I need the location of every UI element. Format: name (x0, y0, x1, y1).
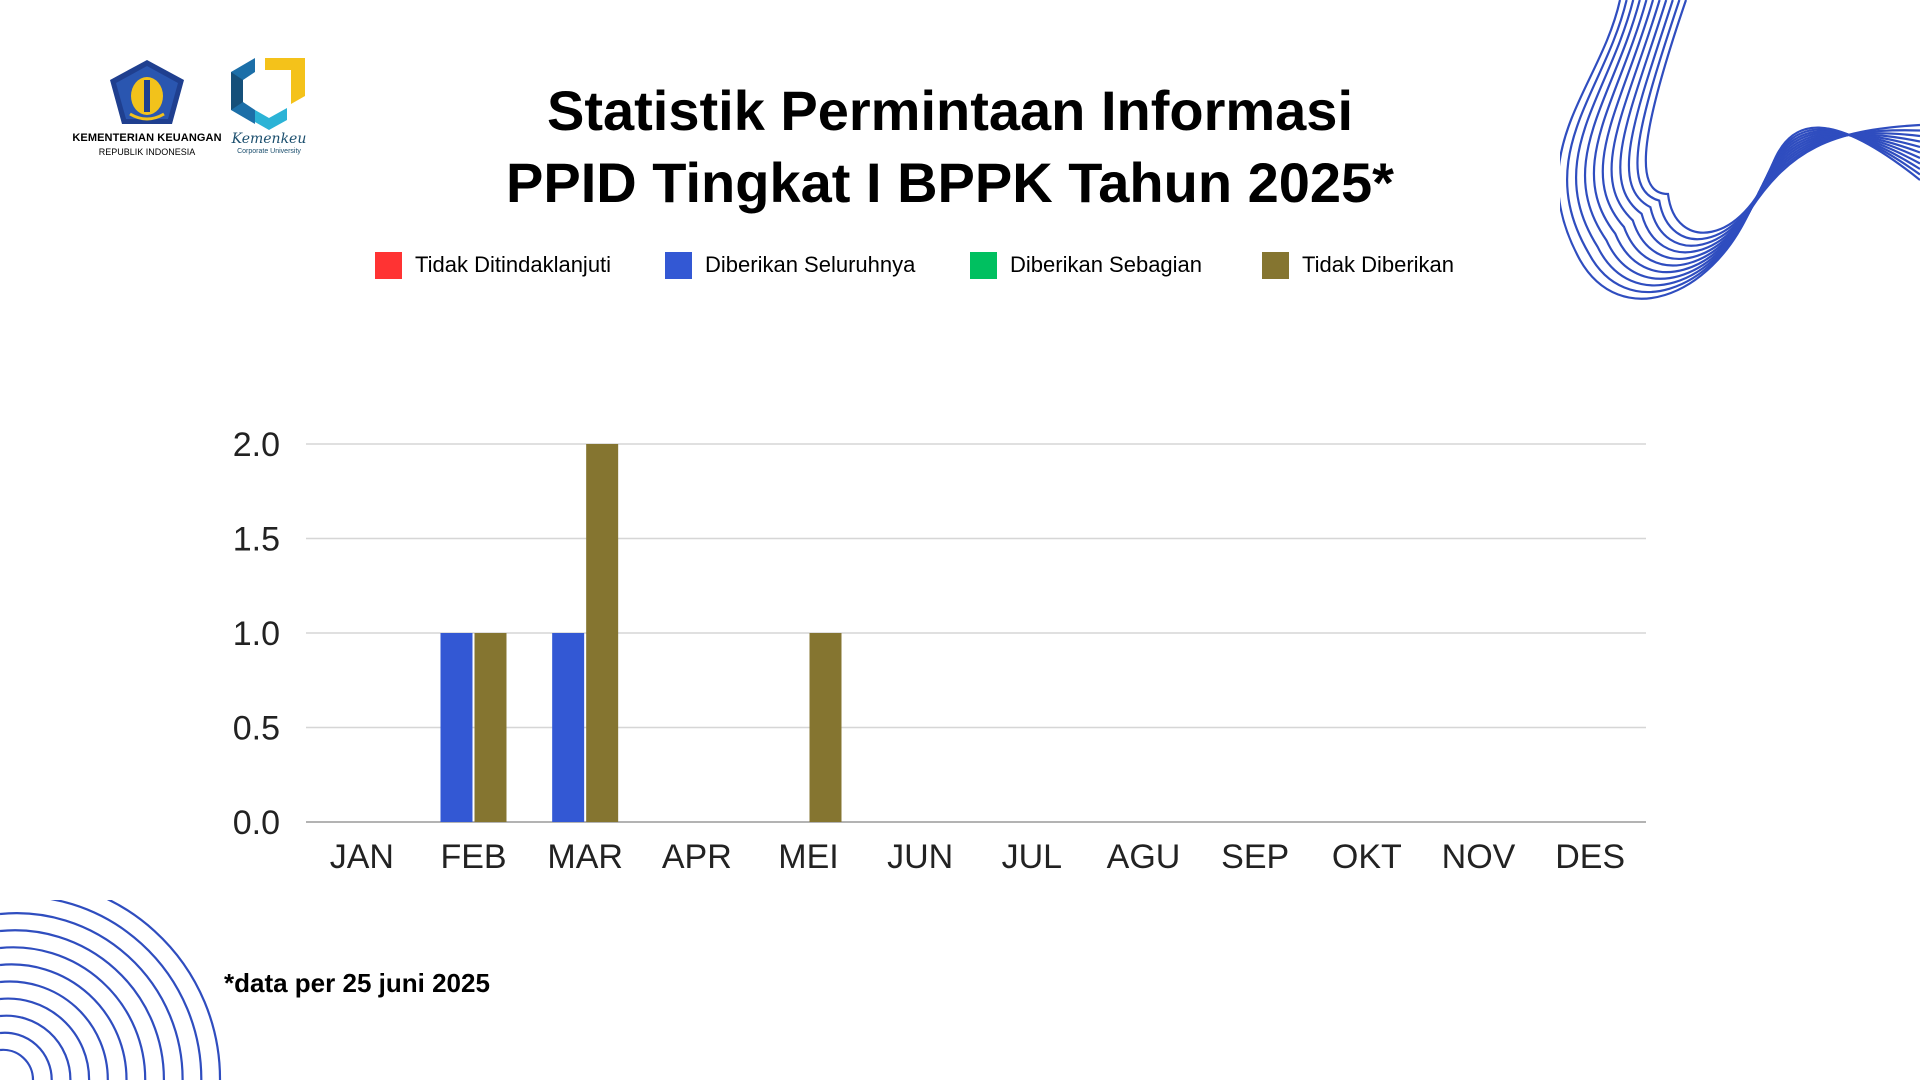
legend-label: Diberikan Seluruhnya (705, 252, 916, 277)
decorative-arc-line (106, 900, 222, 1080)
legend-item-diberikan-sebagian: Diberikan Sebagian (970, 248, 1202, 282)
decorative-wave-line (1627, 0, 1920, 247)
kemenkeu-logo-text: KEMENTERIAN KEUANGAN (72, 132, 222, 144)
x-tick-label: APR (662, 838, 732, 876)
legend-item-tidak-ditindaklanjuti: Tidak Ditindaklanjuti (375, 248, 611, 282)
x-tick-label: MAR (547, 838, 623, 876)
x-tick-label: JUN (887, 838, 953, 876)
decorative-arc-line (0, 963, 128, 1080)
x-tick-label: OKT (1332, 838, 1402, 876)
legend-swatch (1262, 251, 1289, 279)
bar-tidak-diberikan-feb (474, 633, 507, 822)
decorative-wave-line (1583, 0, 1920, 280)
decorative-arc-line (0, 997, 91, 1080)
y-tick-label: 1.5 (233, 521, 280, 559)
x-tick-label: NOV (1442, 838, 1516, 876)
bar-diberikan-seluruhnya-mar (552, 633, 585, 822)
legend-item-diberikan-seluruhnya: Diberikan Seluruhnya (665, 248, 915, 282)
x-tick-label: DES (1555, 838, 1625, 876)
corporate-university-logo: Kemenkeu Corporate University (225, 58, 310, 163)
y-tick-label: 0.5 (233, 710, 280, 748)
legend-label: Diberikan Sebagian (1010, 252, 1203, 277)
legend-swatch (665, 251, 692, 279)
decorative-wave-line (1574, 0, 1920, 287)
decorative-wave-line (1636, 0, 1920, 241)
decorative-wave-line (1565, 0, 1920, 293)
decorative-wave-line (1560, 0, 1920, 300)
kemenkeu-logo-subtext: REPUBLIK INDONESIA (98, 147, 196, 157)
chart-title-line-1: Statistik Permintaan Informasi (546, 79, 1353, 142)
decorative-wave-line (1644, 0, 1920, 234)
decorative-wave-line (1592, 0, 1920, 274)
corpu-emblem-icon (231, 58, 305, 130)
kemenkeu-logo: KEMENTERIAN KEUANGAN REPUBLIK INDONESIA (72, 58, 222, 163)
decorative-arc-lines-bottom-left (0, 900, 222, 1080)
x-tick-label: JAN (330, 838, 394, 876)
chart-title-line-2: PPID Tingkat I BPPK Tahun 2025* (506, 151, 1394, 214)
kemenkeu-emblem-icon (110, 60, 184, 124)
decorative-wave-line (1601, 0, 1920, 267)
decorative-arc-line (0, 980, 109, 1080)
legend-item-tidak-diberikan: Tidak Diberikan (1262, 248, 1454, 282)
decorative-arc-line (49, 900, 203, 1080)
decorative-arc-line (0, 912, 184, 1080)
bar-tidak-diberikan-mei (809, 633, 842, 822)
decorative-wave-line (1610, 0, 1920, 260)
chart-legend: Tidak Ditindaklanjuti Diberikan Seluruhn… (0, 248, 1920, 282)
corpu-logo-text: Kemenkeu (231, 131, 307, 147)
corpu-logo-subtext: Corporate University (237, 148, 301, 155)
decorative-arc-line (0, 946, 147, 1080)
bar-diberikan-seluruhnya-feb (440, 633, 473, 822)
footnote: *data per 25 juni 2025 (224, 968, 490, 998)
x-tick-label: SEP (1221, 838, 1289, 876)
legend-label: Tidak Ditindaklanjuti (415, 252, 612, 277)
decorative-arc-line (0, 929, 166, 1080)
legend-swatch (375, 251, 402, 279)
x-tick-label: AGU (1107, 838, 1181, 876)
bar-tidak-diberikan-mar (586, 444, 619, 822)
decorative-arc-line (0, 1048, 35, 1080)
y-tick-label: 1.0 (233, 615, 280, 653)
legend-label: Tidak Diberikan (1302, 252, 1455, 277)
x-tick-label: FEB (440, 838, 506, 876)
x-tick-label: MEI (778, 838, 838, 876)
decorative-arc-line (0, 1014, 72, 1080)
legend-swatch (970, 251, 997, 279)
decorative-wave-lines-top-right (1560, 0, 1920, 300)
decorative-wave-line (1619, 0, 1920, 254)
x-tick-label: JUL (1002, 838, 1062, 876)
chart-title: Statistik Permintaan Informasi PPID Ting… (380, 75, 1520, 219)
decorative-arc-line (0, 1031, 53, 1080)
y-tick-label: 2.0 (233, 426, 280, 464)
y-tick-label: 0.0 (233, 804, 280, 842)
